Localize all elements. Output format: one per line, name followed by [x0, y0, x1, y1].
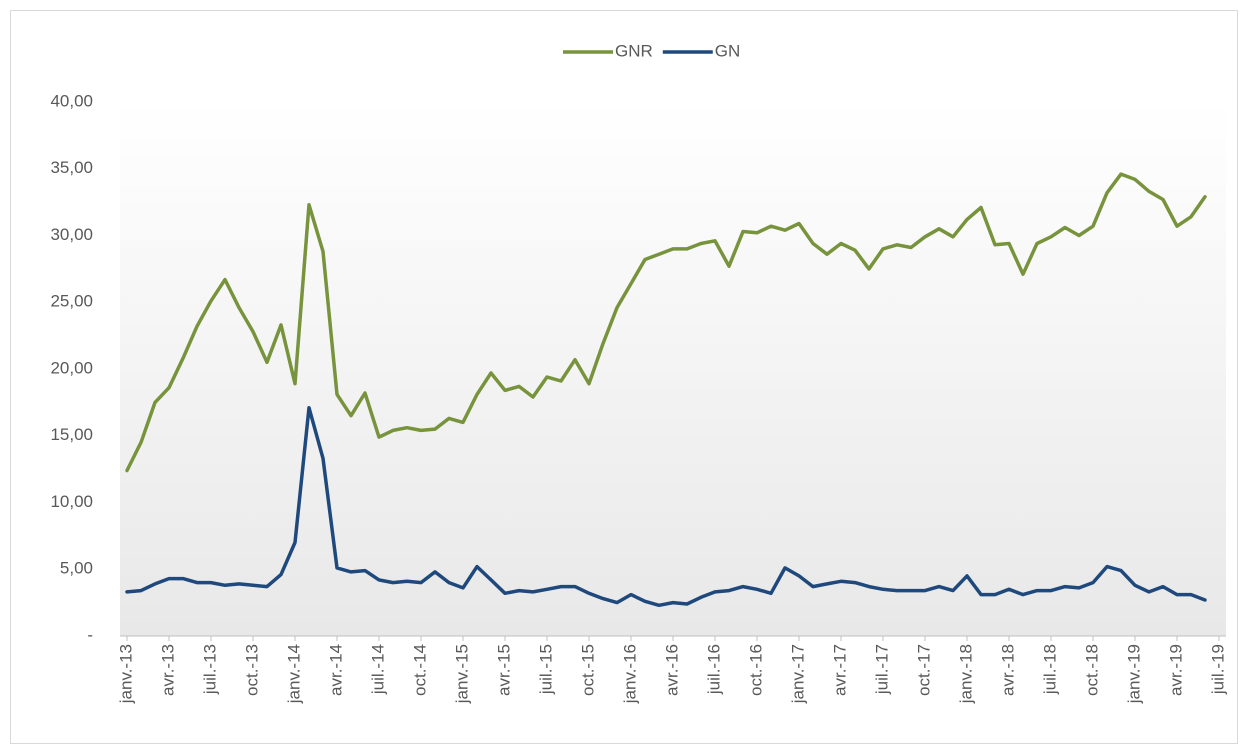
- x-tick-label: oct.-14: [410, 644, 429, 696]
- x-tick-label: janv.-14: [284, 644, 303, 704]
- x-tick-label: janv.-15: [452, 644, 471, 704]
- x-tick-label: janv.-13: [116, 644, 135, 704]
- y-tick-label: 5,00: [60, 559, 93, 578]
- x-tick-label: oct.-15: [578, 644, 597, 696]
- x-tick-label: avr.-15: [494, 644, 513, 696]
- x-tick-label: janv.-17: [788, 644, 807, 704]
- line-series: [125, 405, 1207, 608]
- x-tick-label: janv.-16: [620, 644, 639, 704]
- x-tick-label: avr.-14: [326, 644, 345, 696]
- x-tick-label: juil.-17: [872, 644, 891, 695]
- y-tick-label: 10,00: [50, 492, 93, 511]
- x-tick-label: oct.-13: [242, 644, 261, 696]
- x-tick-label: juil.-13: [200, 644, 219, 695]
- x-tick-label: avr.-19: [1166, 644, 1185, 696]
- y-tick-label: -: [87, 625, 93, 644]
- x-tick-label: avr.-17: [830, 644, 849, 696]
- line-series: [125, 172, 1207, 473]
- legend-label: GNR: [615, 41, 653, 60]
- y-tick-label: 15,00: [50, 425, 93, 444]
- y-tick-label: 40,00: [50, 91, 93, 110]
- x-tick-label: janv.-18: [956, 644, 975, 704]
- x-tick-label: oct.-17: [914, 644, 933, 696]
- y-tick-label: 20,00: [50, 358, 93, 377]
- x-tick-label: juil.-16: [704, 644, 723, 695]
- x-tick-label: avr.-13: [158, 644, 177, 696]
- legend-label: GN: [715, 41, 741, 60]
- x-tick-label: avr.-18: [998, 644, 1017, 696]
- x-tick-label: oct.-16: [746, 644, 765, 696]
- x-tick-label: juil.-15: [536, 644, 555, 695]
- y-tick-label: 30,00: [50, 225, 93, 244]
- x-tick-label: juil.-14: [368, 644, 387, 695]
- plot-area: [120, 102, 1226, 636]
- y-tick-label: 25,00: [50, 292, 93, 311]
- x-tick-label: janv.-19: [1124, 644, 1143, 704]
- x-tick-label: juil.-19: [1208, 644, 1227, 695]
- x-tick-label: juil.-18: [1040, 644, 1059, 695]
- x-tick-label: avr.-16: [662, 644, 681, 696]
- y-tick-label: 35,00: [50, 158, 93, 177]
- x-tick-label: oct.-18: [1082, 644, 1101, 696]
